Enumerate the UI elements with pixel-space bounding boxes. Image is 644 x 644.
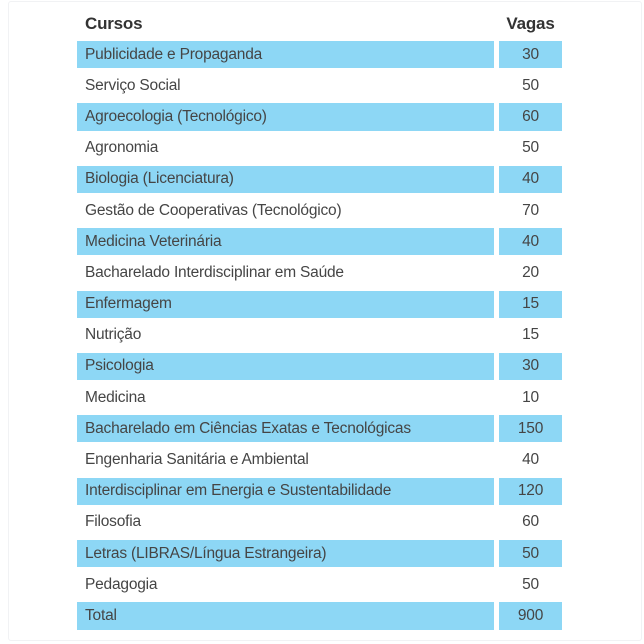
table-row: Serviço Social 50: [77, 70, 562, 101]
course-cell: Bacharelado em Ciências Exatas e Tecnoló…: [77, 415, 494, 443]
table-header-row: Cursos Vagas: [77, 8, 562, 39]
course-cell: Bacharelado Interdisciplinar em Saúde: [85, 263, 344, 281]
table-row: Bacharelado em Ciências Exatas e Tecnoló…: [77, 413, 562, 444]
table-row: Filosofia 60: [77, 507, 562, 538]
table-row-total: Total 900: [77, 600, 562, 631]
vagas-cell: 60: [499, 103, 562, 131]
table-row: Bacharelado Interdisciplinar em Saúde 20: [77, 257, 562, 288]
vagas-cell: 15: [522, 326, 539, 344]
course-cell: Medicina Veterinária: [77, 228, 494, 256]
course-cell: Pedagogia: [85, 575, 158, 593]
course-cell: Total: [77, 602, 494, 630]
vagas-cell: 10: [522, 388, 539, 406]
course-cell: Nutrição: [85, 326, 142, 344]
vagas-cell: 50: [522, 575, 539, 593]
course-cell: Publicidade e Propaganda: [77, 41, 494, 69]
column-header-vagas: Vagas: [506, 13, 555, 33]
vagas-cell: 60: [522, 513, 539, 531]
vagas-cell: 50: [522, 139, 539, 157]
course-cell: Medicina: [85, 388, 146, 406]
table-row: Agronomia 50: [77, 133, 562, 164]
vagas-cell: 40: [499, 165, 562, 193]
course-cell: Filosofia: [85, 513, 141, 531]
table-row: Psicologia 30: [77, 351, 562, 382]
vagas-cell: 20: [522, 263, 539, 281]
table-row: Letras (LIBRAS/Língua Estrangeira) 50: [77, 538, 562, 569]
course-cell: Agronomia: [85, 139, 159, 157]
vagas-cell: 30: [499, 352, 562, 381]
table-row: Pedagogia 50: [77, 569, 562, 600]
course-cell: Biologia (Licenciatura): [77, 165, 494, 193]
course-cell: Letras (LIBRAS/Língua Estrangeira): [77, 540, 494, 568]
vagas-cell: 900: [499, 602, 562, 630]
vagas-cell: 40: [499, 228, 562, 256]
table-row: Nutrição 15: [77, 320, 562, 351]
cursos-vagas-table: Cursos Vagas Publicidade e Propaganda 30 S…: [77, 8, 562, 632]
table-row: Publicidade e Propaganda 30: [77, 39, 562, 70]
course-cell: Agroecologia (Tecnológico): [77, 103, 494, 131]
table-row: Gestão de Cooperativas (Tecnológico) 70: [77, 195, 562, 226]
vagas-cell: 30: [499, 41, 562, 69]
table-row: Interdisciplinar em Energia e Sustentabi…: [77, 476, 562, 507]
vagas-cell: 50: [522, 76, 539, 94]
course-cell: Gestão de Cooperativas (Tecnológico): [85, 201, 342, 219]
vagas-cell: 150: [499, 415, 562, 443]
table-row: Agroecologia (Tecnológico) 60: [77, 101, 562, 132]
vagas-cell: 50: [499, 540, 562, 568]
table-row: Biologia (Licenciatura) 40: [77, 164, 562, 195]
vagas-cell: 70: [522, 201, 539, 219]
course-cell: Enfermagem: [77, 290, 494, 318]
table-body: Publicidade e Propaganda 30 Serviço Social…: [77, 39, 562, 632]
vagas-cell: 40: [522, 451, 539, 469]
vagas-cell: 120: [499, 477, 562, 505]
table-row: Engenharia Sanitária e Ambiental 40: [77, 444, 562, 475]
column-header-cursos: Cursos: [85, 13, 143, 33]
course-cell: Interdisciplinar em Energia e Sustentabi…: [77, 477, 494, 505]
vagas-cell: 15: [499, 290, 562, 318]
course-cell: Psicologia: [77, 352, 494, 381]
course-cell: Serviço Social: [85, 76, 181, 94]
table-row: Enfermagem 15: [77, 289, 562, 320]
table-row: Medicina Veterinária 40: [77, 226, 562, 257]
course-cell: Engenharia Sanitária e Ambiental: [85, 451, 309, 469]
table-row: Medicina 10: [77, 382, 562, 413]
